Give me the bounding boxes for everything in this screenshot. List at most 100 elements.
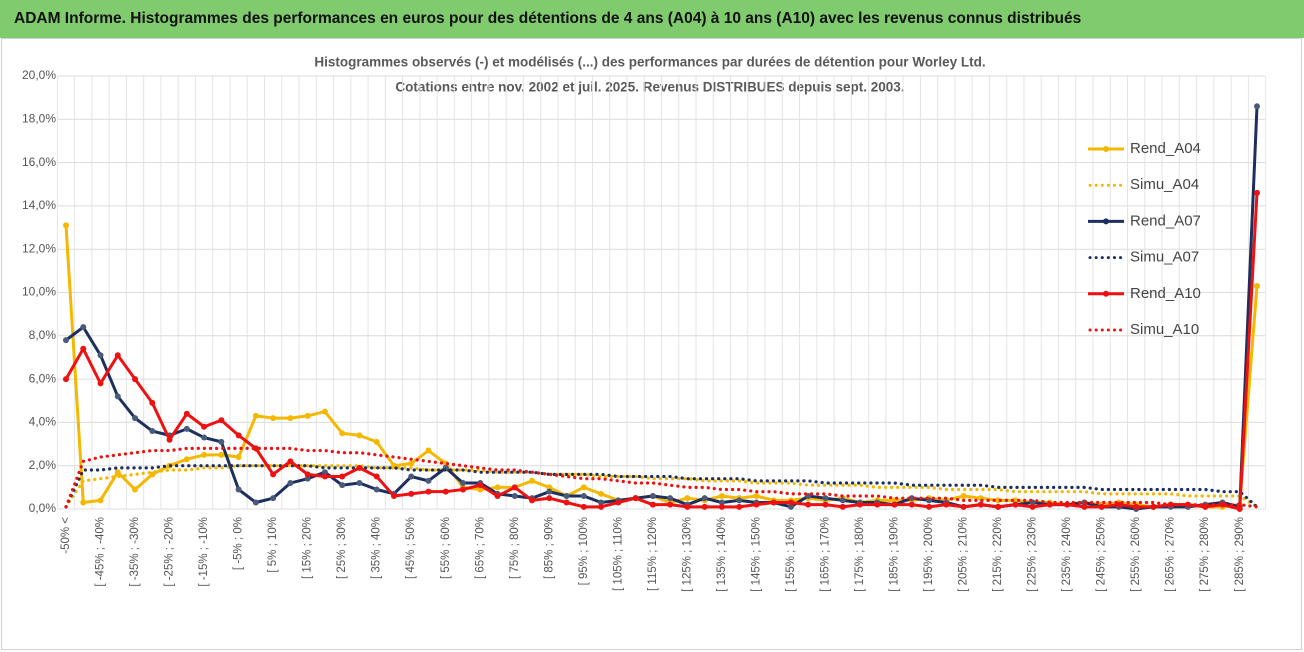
point bbox=[494, 493, 501, 500]
series-line bbox=[64, 464, 1259, 509]
point bbox=[287, 458, 294, 465]
point bbox=[580, 484, 587, 491]
point bbox=[615, 499, 622, 506]
x-tick-label: [ 205% ; 210% bbox=[958, 517, 970, 592]
point bbox=[80, 345, 87, 352]
legend-label: Simu_A07 bbox=[1130, 249, 1199, 266]
point bbox=[839, 497, 846, 504]
point bbox=[1236, 506, 1243, 512]
x-tick-label: [ 215% ; 220% bbox=[992, 517, 1004, 592]
point bbox=[546, 484, 553, 491]
point bbox=[1254, 283, 1260, 290]
x-tick-label: [ 155% ; 160% bbox=[785, 517, 797, 592]
y-tick-label: 6,0% bbox=[29, 371, 57, 385]
x-tick-label: [ 175% ; 180% bbox=[854, 517, 866, 592]
chart-subtitle: Cotations entre nov. 2002 et juil. 2025.… bbox=[395, 80, 904, 95]
point bbox=[546, 495, 553, 502]
point bbox=[546, 488, 553, 495]
legend-label: Rend_A07 bbox=[1130, 212, 1201, 229]
x-tick-label: [ 95% ; 100% bbox=[578, 517, 590, 585]
point bbox=[684, 503, 691, 510]
point bbox=[183, 456, 190, 463]
point bbox=[718, 499, 725, 506]
point bbox=[1081, 503, 1088, 510]
series-line bbox=[64, 192, 1259, 511]
point bbox=[718, 493, 725, 500]
x-tick-label: [ 85% ; 90% bbox=[543, 517, 555, 579]
x-tick-label: [ 195% ; 200% bbox=[923, 517, 935, 592]
point bbox=[805, 501, 812, 508]
point bbox=[874, 501, 881, 508]
header-bar bbox=[0, 0, 1304, 38]
point bbox=[390, 493, 397, 500]
point bbox=[1150, 503, 1157, 510]
x-tick-label: [ -5% ; 0% bbox=[233, 517, 245, 570]
point bbox=[908, 501, 915, 508]
point bbox=[718, 503, 725, 510]
point bbox=[149, 399, 156, 406]
point bbox=[511, 493, 518, 500]
point bbox=[373, 486, 380, 493]
x-tick-label: [ 245% ; 250% bbox=[1096, 517, 1108, 592]
point bbox=[529, 497, 536, 504]
point bbox=[529, 477, 536, 484]
point bbox=[425, 488, 432, 495]
point bbox=[649, 493, 656, 500]
point bbox=[114, 469, 121, 476]
point bbox=[563, 499, 570, 506]
point bbox=[252, 412, 259, 419]
x-tick-label: [ 105% ; 110% bbox=[612, 517, 624, 591]
y-tick-label: 8,0% bbox=[29, 328, 57, 342]
legend-label: Simu_A10 bbox=[1130, 321, 1199, 338]
point bbox=[356, 432, 363, 439]
legend-marker bbox=[1103, 218, 1109, 225]
point bbox=[649, 501, 656, 508]
point bbox=[442, 488, 449, 495]
point bbox=[356, 464, 363, 471]
point bbox=[218, 417, 225, 424]
point bbox=[787, 499, 794, 506]
point bbox=[97, 380, 104, 387]
y-tick-label: 2,0% bbox=[29, 458, 57, 472]
point bbox=[218, 438, 225, 445]
point bbox=[252, 499, 259, 506]
point bbox=[356, 480, 363, 487]
point bbox=[943, 501, 950, 508]
point bbox=[598, 499, 605, 506]
x-tick-label: [ 15% ; 20% bbox=[302, 517, 314, 579]
legend-marker bbox=[1103, 146, 1109, 152]
point bbox=[667, 495, 674, 502]
point bbox=[477, 482, 484, 489]
x-tick-label: [ 235% ; 240% bbox=[1061, 517, 1073, 592]
x-tick-label: [ 265% ; 270% bbox=[1165, 517, 1177, 592]
y-tick-label: 14,0% bbox=[22, 198, 56, 212]
point bbox=[511, 484, 518, 491]
x-tick-label: [ 135% ; 140% bbox=[716, 517, 728, 592]
point bbox=[753, 501, 760, 508]
point bbox=[839, 503, 846, 510]
y-tick-label: 16,0% bbox=[22, 155, 56, 169]
point bbox=[270, 471, 277, 478]
chart-title: Histogrammes observés (-) et modélisés (… bbox=[314, 55, 985, 70]
x-tick-label: [ 75% ; 80% bbox=[509, 517, 521, 579]
legend-label: Rend_A04 bbox=[1130, 140, 1201, 157]
x-tick-label: [ 5% ; 10% bbox=[267, 517, 279, 573]
y-tick-label: 10,0% bbox=[22, 285, 56, 299]
x-tick-label: [ 55% ; 60% bbox=[440, 517, 452, 579]
point bbox=[1012, 501, 1019, 508]
point bbox=[97, 352, 104, 359]
y-tick-label: 0,0% bbox=[29, 501, 57, 515]
point bbox=[425, 447, 432, 454]
point bbox=[787, 503, 794, 510]
point bbox=[908, 495, 915, 502]
x-tick-label: [ 285% ; 290% bbox=[1234, 517, 1246, 592]
x-tick-label: [ 225% ; 230% bbox=[1027, 517, 1039, 592]
point bbox=[132, 486, 139, 493]
point bbox=[753, 493, 760, 500]
point bbox=[183, 425, 190, 432]
point bbox=[339, 430, 346, 437]
point bbox=[166, 436, 173, 443]
point bbox=[201, 423, 208, 430]
header-title: ADAM Informe. Histogrammes des performan… bbox=[14, 10, 1081, 27]
